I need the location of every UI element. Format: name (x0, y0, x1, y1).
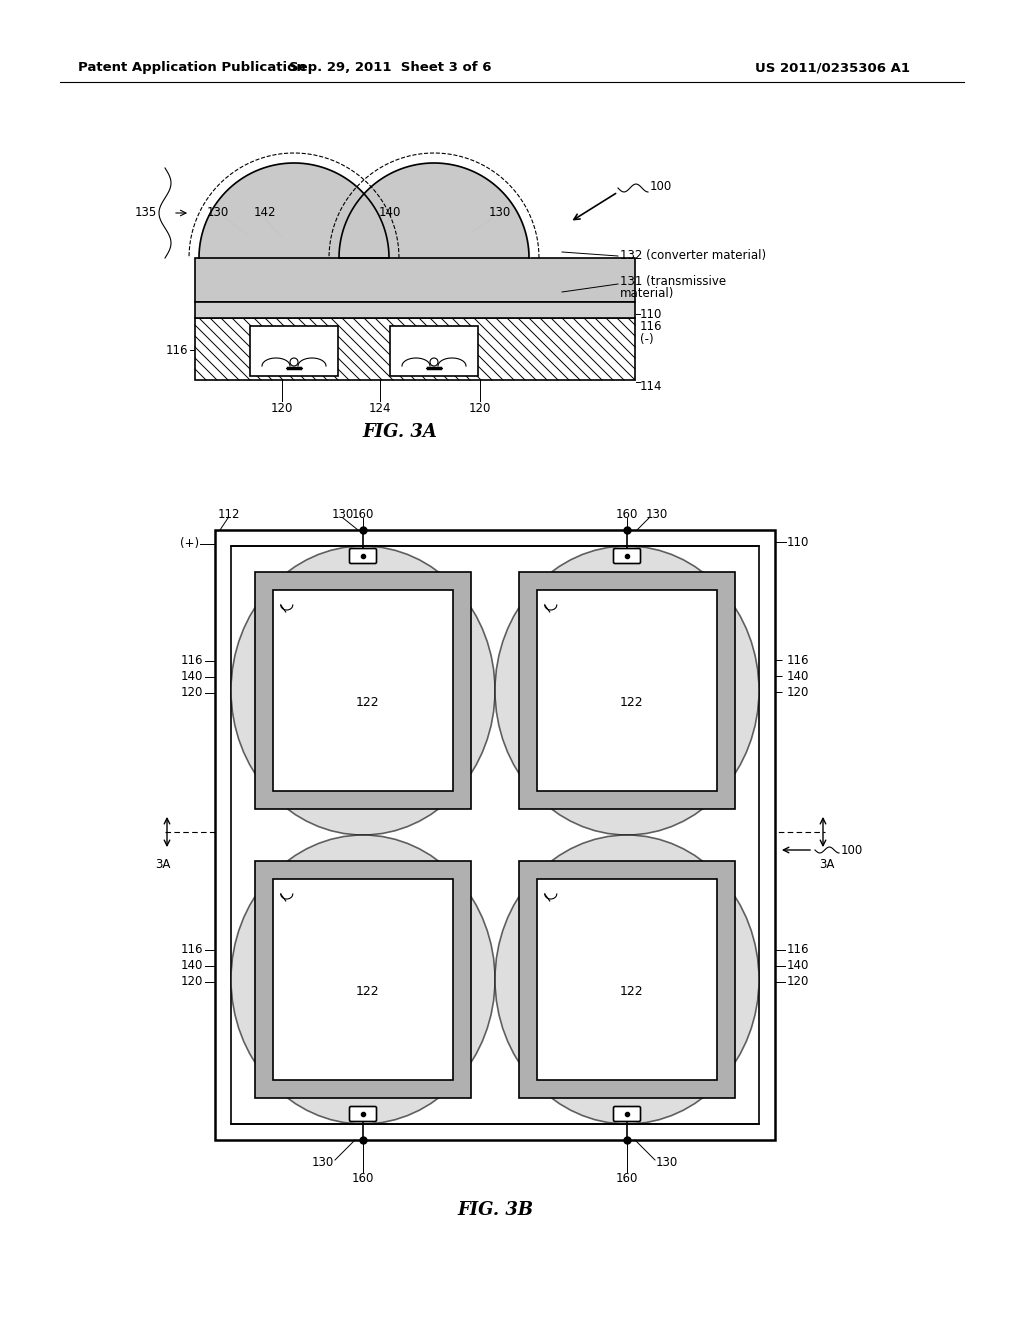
Text: 140: 140 (180, 671, 203, 682)
Text: 100: 100 (841, 843, 863, 857)
Text: 122: 122 (620, 985, 643, 998)
Text: 116: 116 (787, 942, 810, 956)
Ellipse shape (495, 836, 759, 1125)
Ellipse shape (495, 546, 759, 836)
FancyBboxPatch shape (613, 1106, 640, 1122)
Bar (255, 861, 471, 1098)
Text: 110: 110 (640, 308, 663, 321)
Text: 160: 160 (352, 507, 374, 520)
Text: 120: 120 (469, 403, 492, 414)
Text: 112: 112 (218, 507, 241, 520)
Bar (272, 879, 454, 1080)
Bar (195, 257, 635, 302)
Text: material): material) (620, 288, 675, 301)
Bar (215, 531, 775, 1140)
Text: 160: 160 (615, 1172, 638, 1184)
Text: 3A: 3A (156, 858, 171, 870)
Bar (519, 861, 735, 1098)
Text: 114: 114 (640, 380, 663, 392)
Text: US 2011/0235306 A1: US 2011/0235306 A1 (755, 62, 910, 74)
Text: Sep. 29, 2011  Sheet 3 of 6: Sep. 29, 2011 Sheet 3 of 6 (289, 62, 492, 74)
Ellipse shape (231, 836, 495, 1125)
Text: 120: 120 (180, 686, 203, 700)
Bar (272, 590, 454, 791)
Bar (255, 572, 471, 809)
Text: 116: 116 (787, 653, 810, 667)
Text: 3A: 3A (819, 858, 835, 870)
Text: 120: 120 (787, 975, 809, 987)
Bar (519, 572, 735, 809)
Bar (195, 318, 635, 380)
Bar (537, 590, 717, 791)
Text: FIG. 3A: FIG. 3A (362, 422, 437, 441)
Text: 132 (converter material): 132 (converter material) (620, 248, 766, 261)
Text: 130: 130 (656, 1155, 678, 1168)
Text: 122: 122 (355, 985, 379, 998)
Bar (231, 546, 759, 1125)
Text: 130: 130 (646, 507, 668, 520)
Text: 140: 140 (787, 671, 809, 682)
Text: 124: 124 (369, 403, 391, 414)
Text: FIG. 3B: FIG. 3B (457, 1201, 534, 1218)
Text: 140: 140 (787, 960, 809, 972)
Text: 140: 140 (180, 960, 203, 972)
Circle shape (290, 358, 298, 366)
Text: 122: 122 (620, 696, 643, 709)
Bar (195, 302, 635, 318)
Bar (250, 326, 338, 376)
Text: 116: 116 (180, 942, 203, 956)
Text: 130: 130 (488, 206, 511, 219)
Text: 142: 142 (254, 206, 276, 219)
FancyBboxPatch shape (349, 549, 377, 564)
Text: 116: 116 (180, 653, 203, 667)
Text: 122: 122 (355, 696, 379, 709)
FancyBboxPatch shape (613, 549, 640, 564)
Text: 120: 120 (270, 403, 293, 414)
Text: 110: 110 (787, 536, 809, 549)
Text: 135: 135 (135, 206, 157, 219)
Text: 140: 140 (379, 206, 401, 219)
Polygon shape (199, 162, 389, 257)
Text: 116: 116 (166, 343, 188, 356)
Text: 130: 130 (312, 1155, 334, 1168)
Text: 160: 160 (615, 507, 638, 520)
Text: 130: 130 (332, 507, 354, 520)
FancyBboxPatch shape (349, 1106, 377, 1122)
Text: 160: 160 (352, 1172, 374, 1184)
Bar (390, 326, 478, 376)
Text: 131 (transmissive: 131 (transmissive (620, 276, 726, 289)
Text: 116: 116 (640, 319, 663, 333)
Text: Patent Application Publication: Patent Application Publication (78, 62, 306, 74)
Text: (+): (+) (180, 537, 199, 550)
Text: 120: 120 (180, 975, 203, 987)
Circle shape (430, 358, 438, 366)
Ellipse shape (231, 546, 495, 836)
Bar (195, 318, 635, 380)
Text: 120: 120 (787, 686, 809, 700)
Text: 130: 130 (207, 206, 229, 219)
Bar (537, 879, 717, 1080)
Text: 100: 100 (650, 180, 672, 193)
Text: (-): (-) (640, 334, 653, 346)
Polygon shape (339, 162, 529, 257)
